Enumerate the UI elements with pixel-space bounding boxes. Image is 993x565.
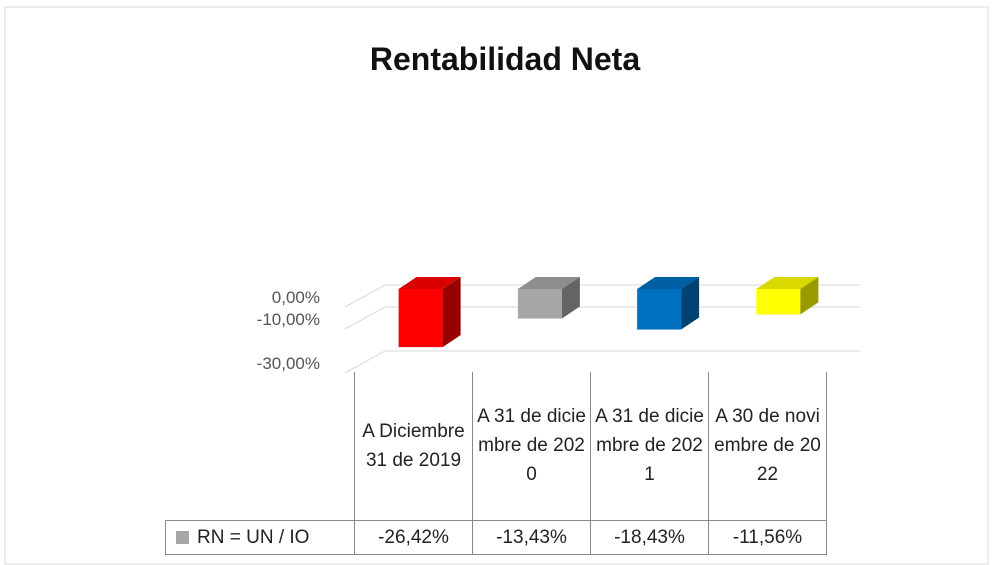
- y-tick-label: 0,00%: [272, 288, 320, 307]
- bar-front: [637, 289, 682, 330]
- data-label: -11,56%: [708, 519, 827, 555]
- x-tick-label: A 31 de diciembre de 2020: [472, 372, 591, 520]
- legend-label: RN = UN / IO: [197, 526, 310, 548]
- data-table: A Diciembre 31 de 2019 A 31 de diciembre …: [165, 372, 827, 555]
- bar-side: [681, 277, 700, 330]
- data-label: -18,43%: [590, 519, 709, 555]
- bar-side: [800, 277, 819, 315]
- bar-top: [756, 277, 819, 289]
- grid-line: [344, 284, 860, 308]
- bar-side: [561, 277, 580, 319]
- x-tick-label: A 30 de noviembre de 2022: [708, 372, 827, 520]
- y-tick-label: -10,00%: [257, 310, 320, 329]
- grid-line: [344, 350, 860, 374]
- x-tick-label: A Diciembre 31 de 2019: [354, 372, 473, 520]
- bar-top: [517, 277, 580, 289]
- bar-front: [398, 289, 443, 348]
- bar-side: [442, 277, 461, 348]
- bar-front: [756, 289, 801, 315]
- data-label: -13,43%: [472, 519, 591, 555]
- legend-cell: RN = UN / IO: [165, 519, 355, 555]
- category-row: A Diciembre 31 de 2019 A 31 de diciembre …: [166, 372, 827, 520]
- value-row: RN = UN / IO -26,42% -13,43% -18,43% -11,56…: [165, 519, 827, 555]
- x-tick-label: A 31 de diciembre de 2021: [590, 372, 709, 520]
- data-label: -26,42%: [354, 519, 473, 555]
- chart-title: Rentabilidad Neta: [370, 41, 640, 77]
- y-tick-label: -30,00%: [257, 354, 320, 373]
- chart-border: [4, 6, 989, 565]
- bar-top: [398, 277, 461, 289]
- bar-front: [517, 289, 562, 319]
- grid-line: [344, 306, 860, 330]
- bar-top: [637, 277, 700, 289]
- legend-key: [176, 530, 189, 544]
